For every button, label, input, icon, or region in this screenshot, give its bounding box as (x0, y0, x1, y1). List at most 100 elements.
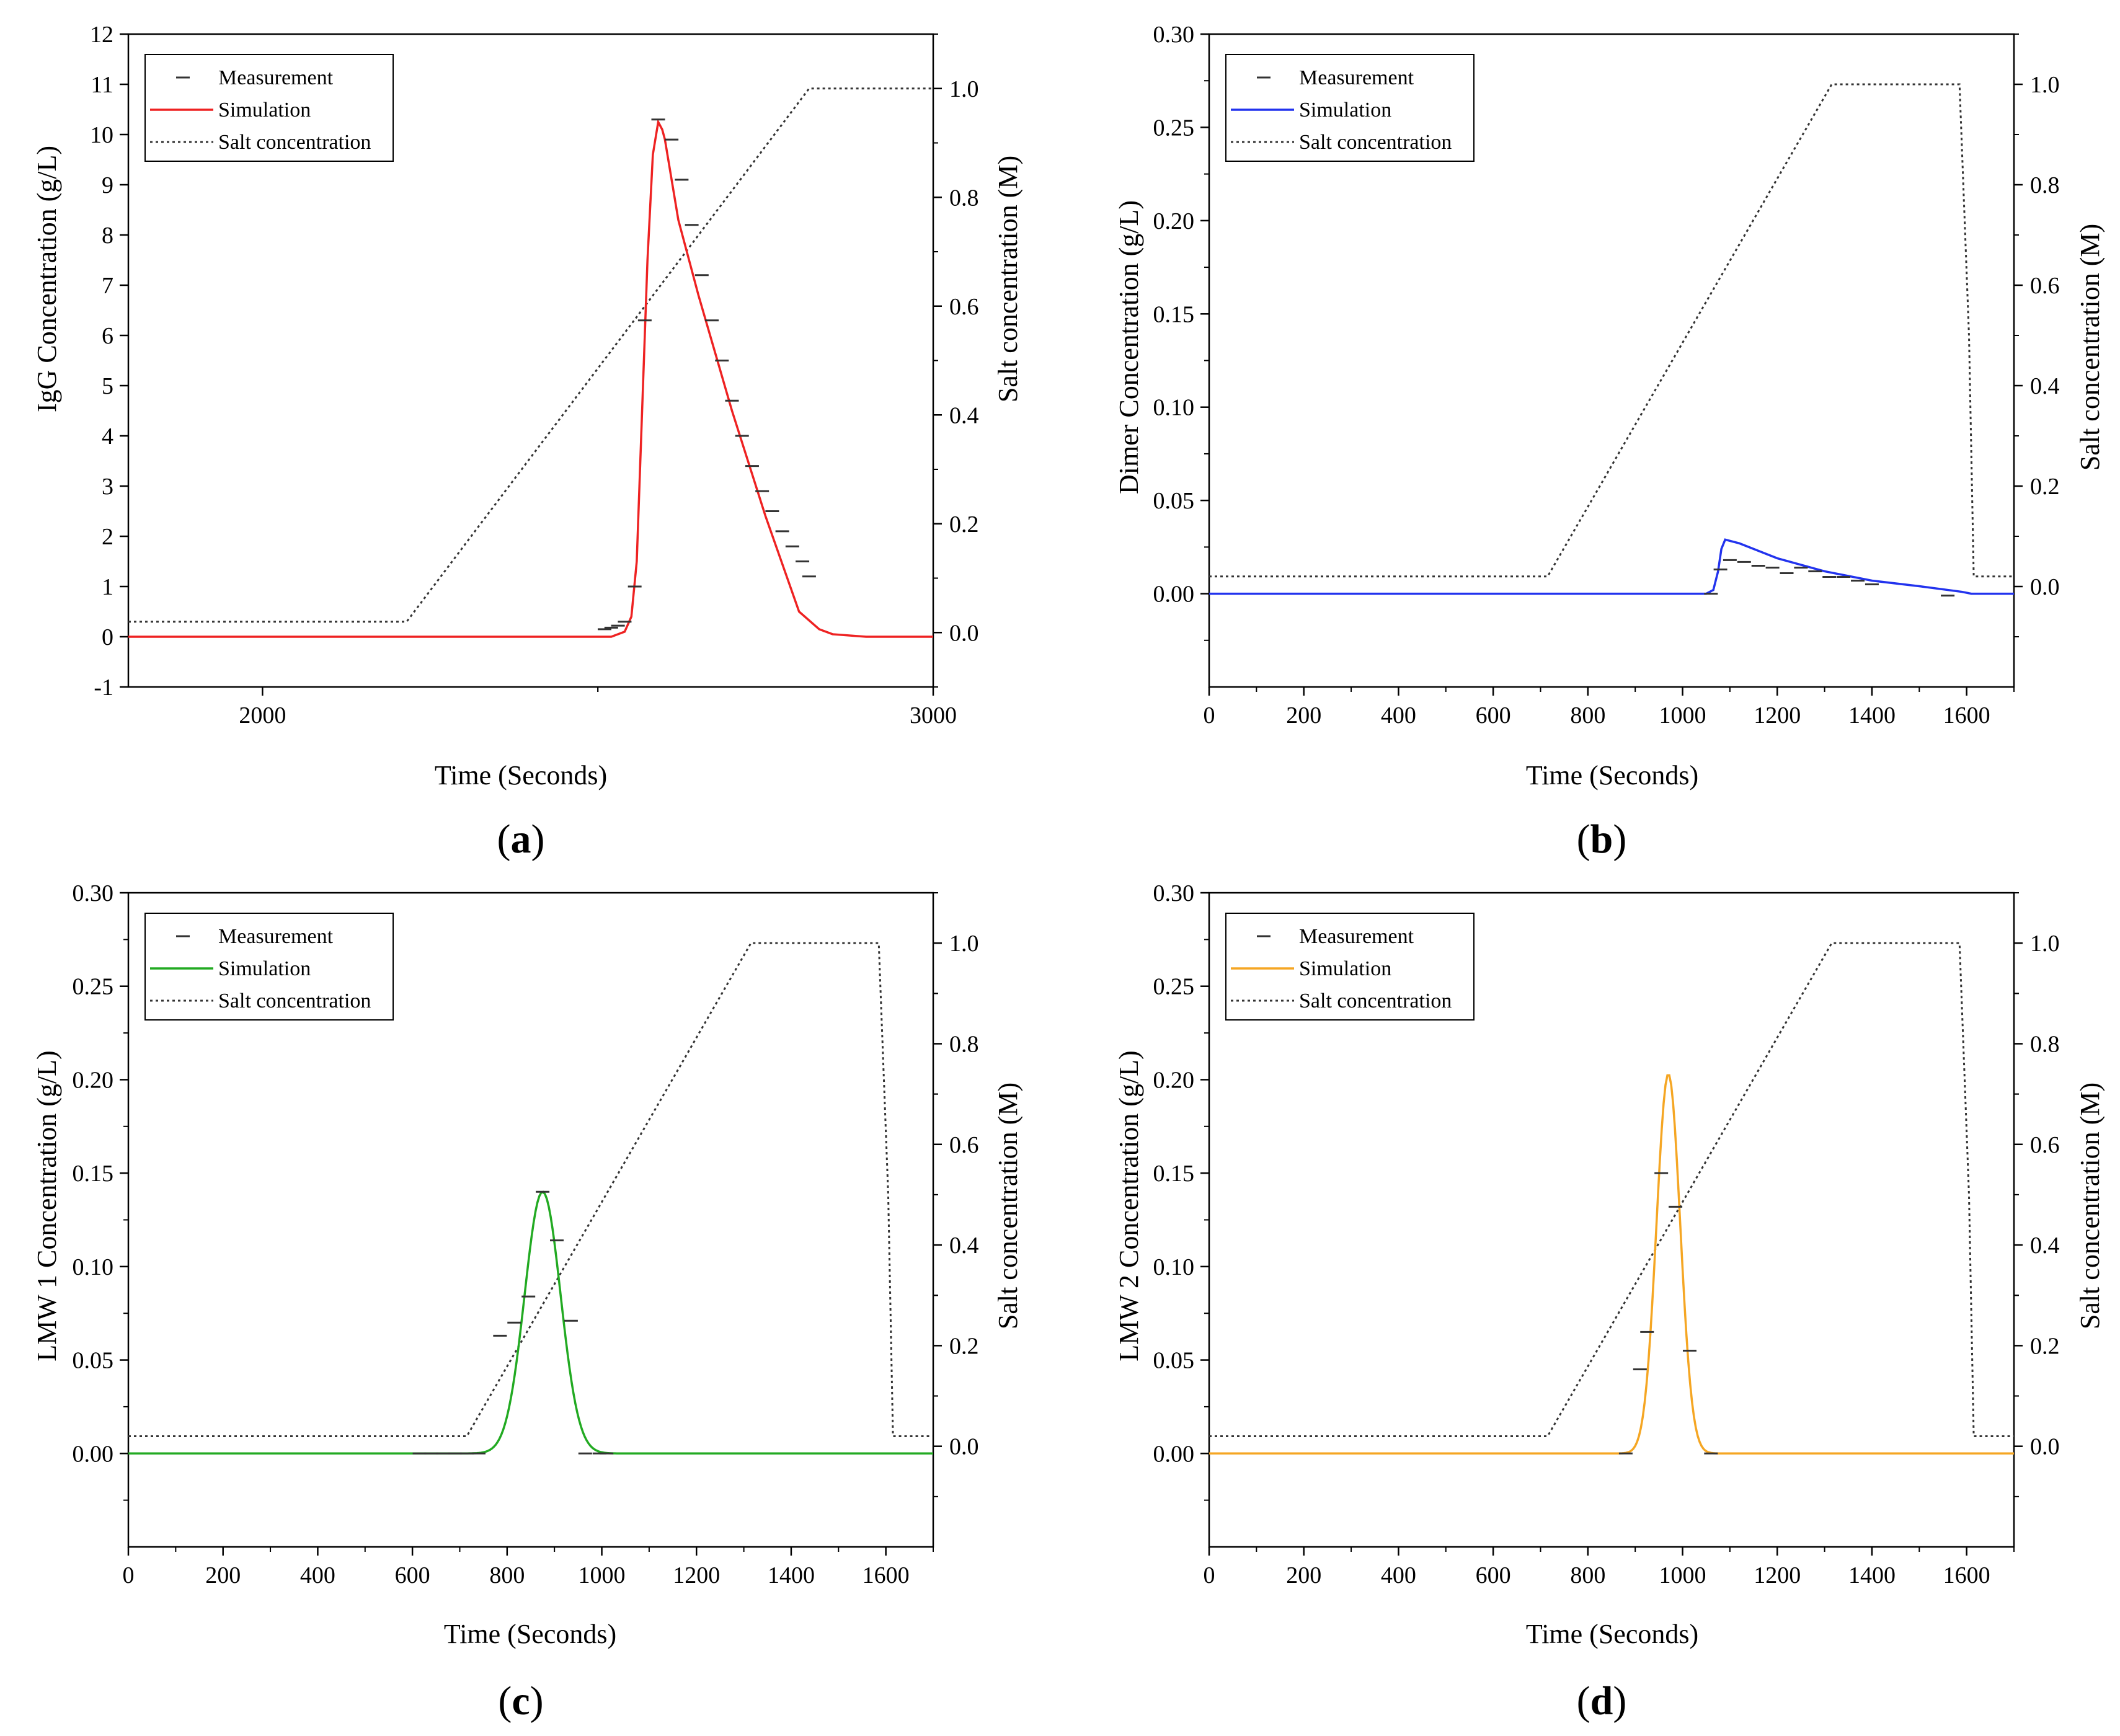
chart-panel-a: IgG Concentration (g/L) Salt concentrati… (32, 22, 1023, 862)
y-tick-label: 0.20 (1153, 1067, 1195, 1093)
legend: Measurement Simulation Salt concentration (144, 913, 394, 1021)
x-tick-label: 200 (1286, 702, 1321, 728)
y-tick-label: 5 (102, 373, 113, 399)
y2-tick-label: 0.4 (2030, 373, 2060, 399)
x-tick-label: 1200 (1754, 702, 1801, 728)
y-tick-label: 0.00 (1153, 1441, 1195, 1467)
y-tick-label: 0.00 (73, 1441, 114, 1467)
panel-letter: a (511, 817, 531, 862)
x-tick-label: 0 (1204, 1562, 1215, 1588)
ylabel: LMW 1 Concentration (g/L) (32, 1050, 62, 1361)
y-tick-label: 0.25 (73, 974, 114, 1000)
simulation-line (128, 1190, 933, 1455)
xlabel: Time (Seconds) (444, 1619, 616, 1649)
y2-tick-label: 0.0 (2030, 574, 2060, 600)
y2-tick-label: 1.0 (949, 76, 979, 102)
y-tick-label: 0.15 (73, 1161, 114, 1187)
legend-label-salt: Salt concentration (218, 131, 371, 154)
x-tick-label: 1600 (1943, 1562, 1990, 1588)
x-tick-label: 600 (395, 1562, 430, 1588)
y-tick-label: 4 (102, 423, 113, 450)
x-tick-label: 600 (1476, 1562, 1511, 1588)
y2-tick-label: 0.8 (949, 185, 979, 211)
y2-tick-label: 0.6 (2030, 1132, 2060, 1158)
y2-tick-label: 0.4 (949, 1233, 979, 1259)
legend: Measurement Simulation Salt concentration (144, 54, 394, 162)
y2-tick-label: 0.4 (2030, 1233, 2060, 1259)
legend-label-simulation: Simulation (218, 957, 311, 980)
y-tick-label: 3 (102, 474, 113, 500)
y-tick-label: -1 (94, 675, 113, 701)
y-tick-label: 0.15 (1153, 1161, 1195, 1187)
y-tick-label: 11 (91, 72, 113, 98)
salt-concentration-line (1209, 83, 2014, 578)
legend: Measurement Simulation Salt concentration (1225, 54, 1475, 162)
x-tick-label: 1600 (1943, 702, 1990, 728)
xlabel: Time (Seconds) (1526, 760, 1698, 790)
y2-tick-label: 0.6 (949, 294, 979, 320)
ylabel: Dimer Concentration (g/L) (1114, 200, 1144, 494)
y2-tick-label: 0.8 (2030, 1031, 2060, 1057)
x-tick-label: 400 (1381, 1562, 1416, 1588)
y-tick-label: 6 (102, 323, 113, 349)
legend-box (1225, 913, 1475, 1021)
y2-tick-label: 1.0 (949, 931, 979, 957)
legend-label-measurement: Measurement (218, 66, 334, 89)
y-tick-label: 0.25 (1153, 974, 1195, 1000)
y-tick-label: 8 (102, 223, 113, 249)
legend-label-salt: Salt concentration (1299, 131, 1452, 154)
legend-box (1225, 54, 1475, 162)
y-tick-label: 9 (102, 172, 113, 198)
x-tick-label: 0 (123, 1562, 135, 1588)
legend-label-measurement: Measurement (218, 925, 334, 948)
x-tick-label: 1400 (1848, 1562, 1896, 1588)
simulation-line (128, 118, 933, 638)
y2-tick-label: 0.8 (2030, 172, 2060, 198)
panel-label: (b) (1577, 817, 1627, 862)
x-tick-label: 1400 (768, 1562, 815, 1588)
x-tick-label: 1000 (1659, 702, 1706, 728)
y-tick-label: 10 (90, 122, 113, 148)
simulation-line (1209, 1074, 2014, 1455)
y-tick-label: 7 (102, 273, 113, 299)
legend-box (144, 913, 394, 1021)
legend-label-salt: Salt concentration (218, 990, 371, 1012)
y-tick-label: 2 (102, 524, 113, 550)
x-tick-label: 200 (205, 1562, 241, 1588)
x-tick-label: 600 (1476, 702, 1511, 728)
y2-tick-label: 0.2 (949, 512, 979, 538)
xlabel: Time (Seconds) (1526, 1619, 1698, 1649)
simulation-line (1209, 538, 2014, 595)
y2-tick-label: 0.0 (2030, 1434, 2060, 1460)
x-tick-label: 1000 (579, 1562, 626, 1588)
y-tick-label: 0.10 (1153, 395, 1195, 421)
y-tick-label: 1 (102, 574, 113, 600)
x-tick-label: 2000 (239, 702, 286, 728)
y-tick-label: 0 (102, 624, 113, 650)
y-tick-label: 0.05 (1153, 488, 1195, 514)
y2-tick-label: 0.2 (2030, 1333, 2060, 1359)
y2-tick-label: 0.0 (949, 620, 979, 646)
legend-label-measurement: Measurement (1299, 925, 1414, 948)
x-tick-label: 3000 (910, 702, 957, 728)
y-tick-label: 0.05 (73, 1348, 114, 1374)
legend-label-salt: Salt concentration (1299, 990, 1452, 1012)
legend-label-simulation: Simulation (1299, 99, 1391, 122)
y2label: Salt concentration (M) (993, 156, 1023, 402)
legend-box (144, 54, 394, 162)
ylabel: IgG Concentration (g/L) (32, 146, 62, 412)
panel-label: (a) (497, 817, 545, 862)
legend: Measurement Simulation Salt concentration (1225, 913, 1475, 1021)
y2label: Salt concentration (M) (993, 1083, 1023, 1329)
chart-panel-c: LMW 1 Concentration (g/L) Salt concentra… (32, 880, 1023, 1724)
y2-tick-label: 0.4 (949, 402, 979, 428)
y2-tick-label: 1.0 (2030, 72, 2060, 98)
x-tick-label: 1200 (673, 1562, 720, 1588)
y-tick-label: 0.30 (1153, 880, 1195, 906)
panel-label: (c) (498, 1678, 543, 1724)
legend-label-measurement: Measurement (1299, 66, 1414, 89)
salt-concentration-line (128, 87, 933, 623)
y-tick-label: 0.20 (73, 1067, 114, 1093)
y-tick-label: 0.05 (1153, 1348, 1195, 1374)
